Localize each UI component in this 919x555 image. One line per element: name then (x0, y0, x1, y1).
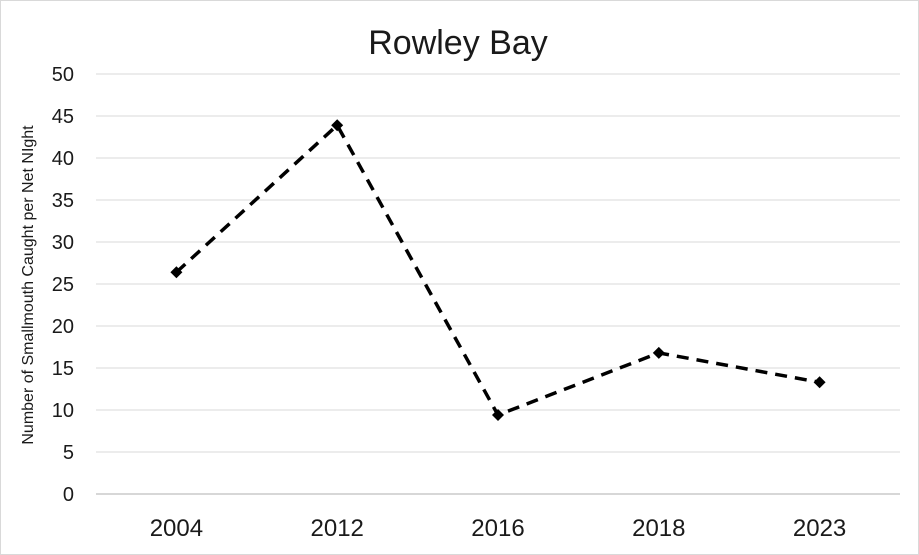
data-point-marker (331, 119, 344, 132)
data-point-marker (170, 266, 183, 279)
y-tick-label: 10 (52, 400, 74, 422)
x-tick-labels: 2004 2012 2016 2018 2023 (150, 515, 847, 542)
chart-title: Rowley Bay (368, 24, 548, 62)
x-tick-label: 2018 (632, 515, 685, 542)
data-point-marker (813, 376, 826, 389)
y-tick-label: 0 (63, 484, 74, 506)
data-point-marker (652, 346, 665, 359)
data-point-marker (492, 409, 504, 422)
y-tick-label: 25 (52, 274, 74, 296)
gridlines (96, 73, 900, 495)
y-tick-label: 45 (52, 106, 74, 128)
y-tick-label: 30 (52, 232, 74, 254)
x-tick-label: 2004 (150, 515, 203, 542)
y-tick-label: 35 (52, 190, 74, 212)
x-tick-label: 2012 (311, 515, 364, 542)
y-tick-labels: 0 5 10 15 20 25 30 35 40 45 50 (52, 64, 74, 506)
y-tick-label: 20 (52, 316, 74, 338)
series-line (175, 122, 820, 418)
x-tick-label: 2016 (471, 515, 524, 542)
y-tick-label: 50 (52, 64, 74, 86)
x-tick-label: 2023 (793, 515, 846, 542)
y-axis-label: Number of Smallmouth Caught per Net NIgh… (20, 125, 37, 445)
y-tick-label: 40 (52, 148, 74, 170)
series-group (170, 119, 826, 422)
y-tick-label: 15 (52, 358, 74, 380)
y-tick-label: 5 (63, 442, 74, 464)
